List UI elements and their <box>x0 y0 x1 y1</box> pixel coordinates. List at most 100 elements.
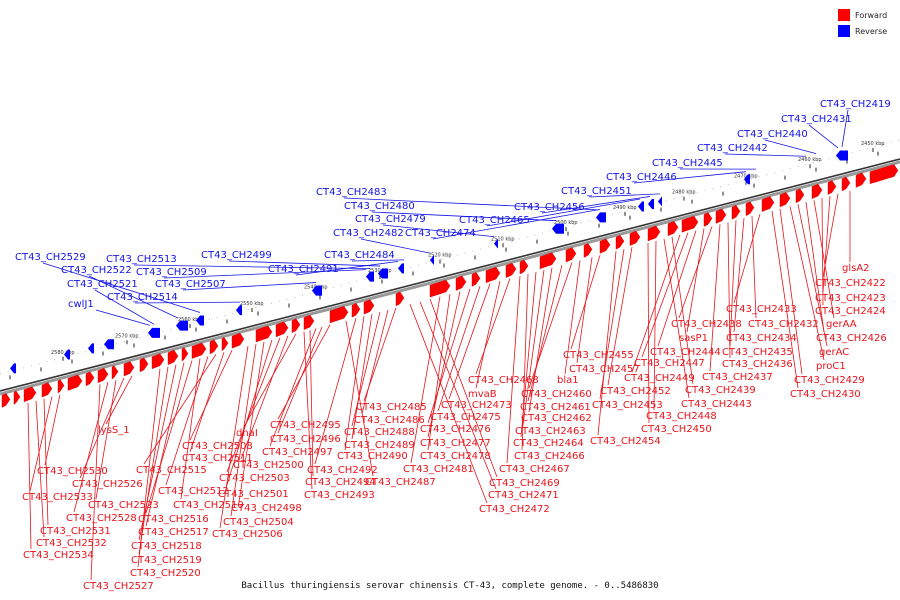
forward-gene-label: CT43_CH2435 <box>722 347 793 358</box>
forward-gene-label: CT43_CH2504 <box>223 517 294 528</box>
tick-label: 2560 kbp <box>178 317 202 323</box>
reverse-leader <box>228 260 381 267</box>
forward-gene <box>329 306 349 324</box>
forward-leader <box>607 247 633 386</box>
forward-leader <box>427 293 451 451</box>
forward-gene <box>151 353 165 370</box>
reverse-leader <box>541 196 651 214</box>
forward-gene <box>681 215 699 233</box>
forward-leader <box>145 360 193 514</box>
tick-label: 2570 kbp <box>115 333 139 339</box>
forward-gene <box>715 208 727 224</box>
forward-leader <box>678 226 713 319</box>
forward-gene-label: CT43_CH2488 <box>344 427 415 438</box>
forward-gene <box>583 243 593 258</box>
reverse-leader <box>588 193 661 198</box>
forward-gene <box>23 386 37 403</box>
scale-dots <box>0 139 900 375</box>
forward-leader <box>230 343 257 517</box>
reverse-gene <box>148 327 160 338</box>
reverse-gene <box>596 212 606 223</box>
forward-gene-label: CT43_CH2430 <box>790 389 861 400</box>
reverse-gene <box>638 201 644 212</box>
forward-leader <box>733 213 761 304</box>
gene-labels: glsA2 CT43_CH2422 CT43_CH2423 CT43_CH2424ge… <box>15 99 891 592</box>
forward-gene-label: dnaI <box>236 428 258 439</box>
forward-leader <box>351 314 373 440</box>
tick-label: 2530 kbp <box>368 268 392 274</box>
forward-leader <box>219 346 249 529</box>
forward-gene-label: CT43_CH2477 <box>420 438 491 449</box>
forward-gene-label: CT43_CH2528 <box>66 513 137 524</box>
forward-leader <box>527 265 563 402</box>
forward-gene-label: CT43_CH2531 <box>40 526 111 537</box>
reverse-leader <box>371 211 557 222</box>
reverse-gene-label: CT43_CH2507 <box>155 279 226 290</box>
forward-gene <box>167 349 179 365</box>
forward-leader <box>729 220 737 347</box>
forward-leader <box>309 330 314 477</box>
forward-leader <box>448 283 491 400</box>
tick-label: 2470 kbp <box>734 174 758 180</box>
legend-forward-swatch <box>838 9 850 21</box>
forward-leader <box>813 200 835 319</box>
genome-caption: Bacillus thuringiensis serovar chinensis… <box>241 581 658 591</box>
gene-arrows <box>1 150 899 408</box>
forward-gene-label: CT43_CH2461 <box>520 402 591 413</box>
forward-gene-label: CT43_CH2475 <box>430 412 501 423</box>
forward-gene <box>855 172 867 188</box>
forward-leader <box>238 341 265 503</box>
axis-shadow <box>0 160 900 396</box>
forward-gene-label: CT43_CH2526 <box>72 479 143 490</box>
legend-reverse-label: Reverse <box>855 27 887 36</box>
forward-gene-label: CT43_CH2532 <box>36 538 107 549</box>
forward-leader <box>657 230 697 347</box>
forward-leader <box>779 208 803 375</box>
forward-gene-label: CT43_CH2457 <box>569 364 640 375</box>
forward-gene-label: CT43_CH2464 <box>513 438 584 449</box>
forward-gene-label: CT43_CH2487 <box>365 477 436 488</box>
forward-gene <box>703 212 713 227</box>
reverse-gene-label: CT43_CH2431 <box>781 114 852 125</box>
forward-leader <box>314 318 357 465</box>
reverse-leader <box>182 282 317 291</box>
forward-leader <box>522 269 545 426</box>
forward-leader <box>797 204 828 347</box>
forward-gene <box>745 201 755 217</box>
forward-leader <box>419 301 497 490</box>
forward-leader <box>243 333 297 428</box>
forward-leader <box>409 304 488 504</box>
forward-gene-label: CT43_CH2517 <box>138 527 209 538</box>
forward-gene <box>667 220 679 237</box>
reverse-gene-label: CT43_CH2451 <box>561 186 632 197</box>
legend-forward-label: Forward <box>855 11 887 20</box>
reverse-gene <box>494 238 498 249</box>
forward-gene <box>111 365 119 380</box>
forward-gene-label: CT43_CH2460 <box>521 389 592 400</box>
axis-line <box>0 158 900 392</box>
forward-gene-label: CT43_CH2432 <box>748 319 819 330</box>
forward-leader <box>29 396 53 492</box>
reverse-leader <box>486 198 641 227</box>
reverse-leader <box>351 259 405 262</box>
reverse-gene-label: CT43_CH2514 <box>107 292 178 303</box>
forward-leader <box>822 196 831 293</box>
forward-gene <box>395 291 405 307</box>
forward-gene-label: CT43_CH2495 <box>270 420 341 431</box>
tick-label: 2510 kbp <box>491 236 515 242</box>
reverse-gene <box>312 285 322 296</box>
forward-gene <box>13 390 21 405</box>
forward-gene <box>455 275 467 291</box>
reverse-gene-label: CT43_CH2484 <box>324 250 395 261</box>
forward-leader <box>521 273 529 451</box>
forward-leader <box>345 320 374 477</box>
reverse-gene <box>176 320 188 331</box>
forward-gene-label: mvaB <box>468 389 497 400</box>
forward-gene-label: CT43_CH2520 <box>130 568 201 579</box>
forward-leader <box>727 222 731 359</box>
forward-gene-label: CT43_CH2519 <box>131 555 202 566</box>
forward-gene <box>255 325 273 343</box>
forward-gene-label: CT43_CH2493 <box>304 490 375 501</box>
forward-gene <box>181 347 189 362</box>
